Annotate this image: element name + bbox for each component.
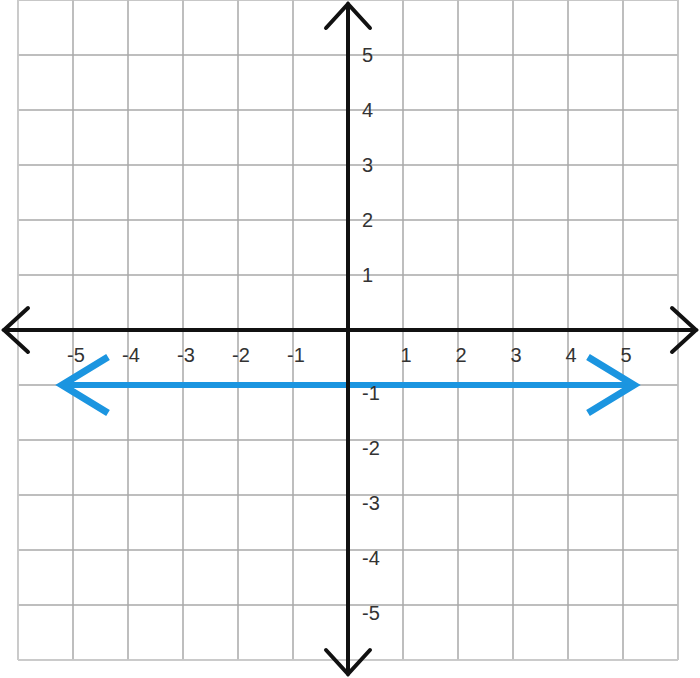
- svg-text:4: 4: [362, 99, 373, 121]
- svg-text:-4: -4: [362, 547, 380, 569]
- svg-text:-2: -2: [362, 437, 380, 459]
- svg-text:-2: -2: [232, 344, 250, 366]
- svg-text:-3: -3: [177, 344, 195, 366]
- svg-text:-1: -1: [287, 344, 305, 366]
- svg-text:2: 2: [455, 344, 466, 366]
- svg-text:1: 1: [400, 344, 411, 366]
- svg-text:4: 4: [565, 344, 576, 366]
- svg-text:-3: -3: [362, 492, 380, 514]
- svg-text:-5: -5: [362, 602, 380, 624]
- svg-text:3: 3: [510, 344, 521, 366]
- svg-text:3: 3: [362, 154, 373, 176]
- svg-text:-4: -4: [122, 344, 140, 366]
- svg-text:5: 5: [362, 44, 373, 66]
- svg-text:2: 2: [362, 209, 373, 231]
- svg-text:1: 1: [362, 264, 373, 286]
- svg-text:-1: -1: [362, 382, 380, 404]
- svg-text:5: 5: [620, 344, 631, 366]
- svg-text:-5: -5: [67, 344, 85, 366]
